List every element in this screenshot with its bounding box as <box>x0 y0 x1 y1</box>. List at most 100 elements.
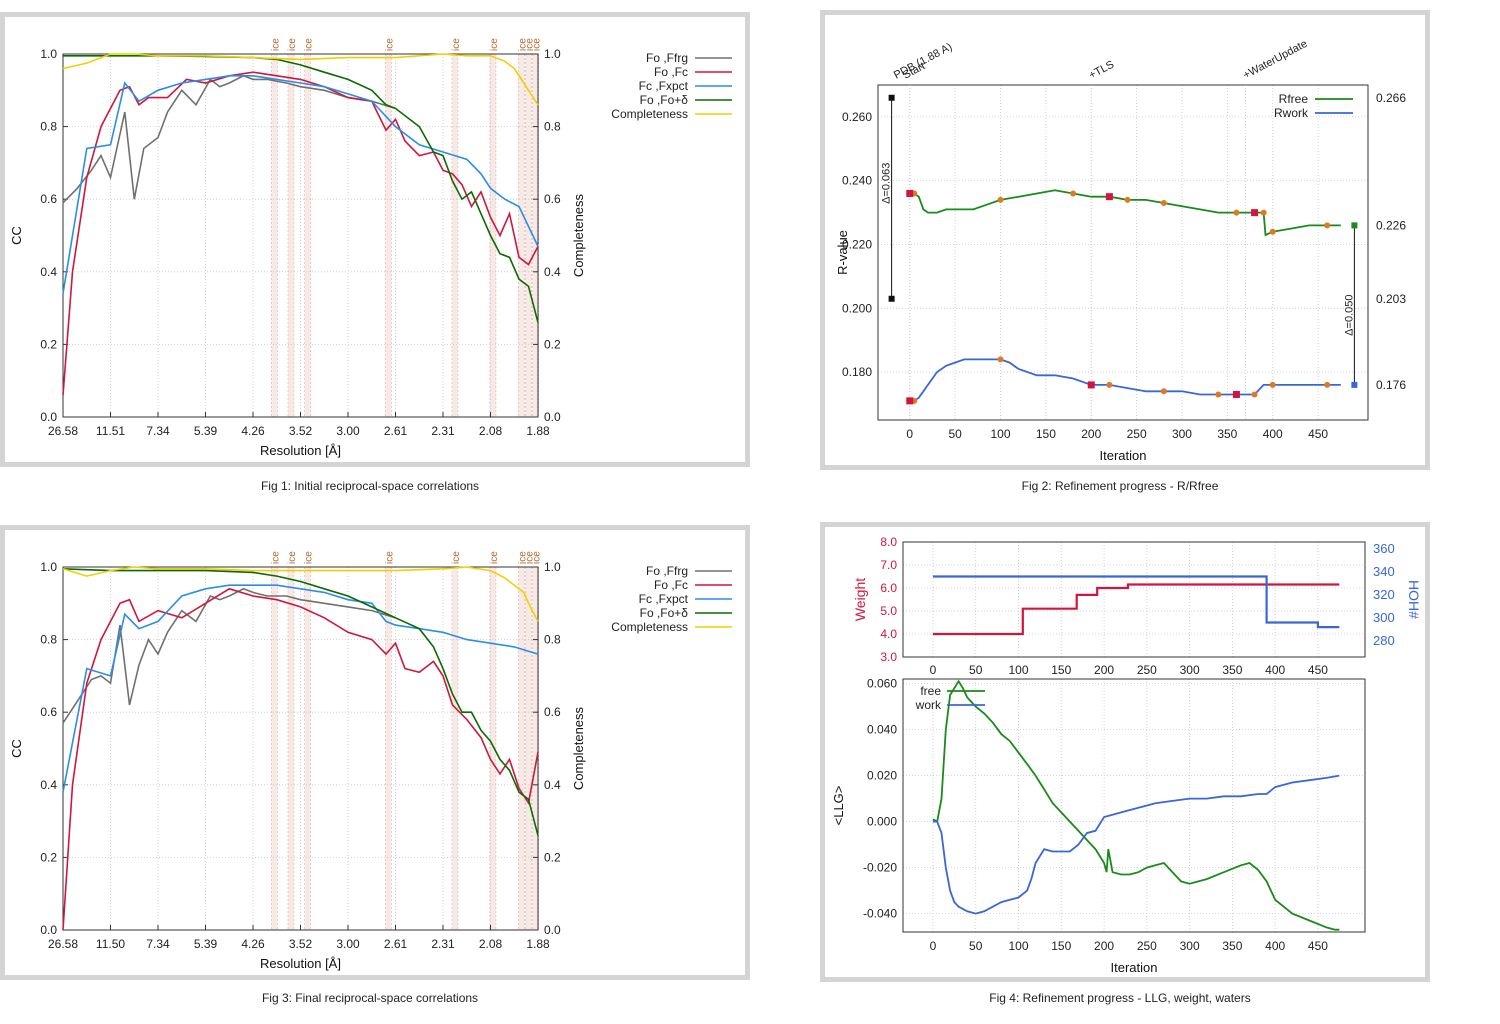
ice-label: ice <box>517 38 528 51</box>
y-tick-label: 0.040 <box>867 723 897 737</box>
x-tick-label: 7.34 <box>146 937 170 951</box>
ice-label: ice <box>451 551 462 564</box>
legend-label-completeness: Completeness <box>611 620 688 634</box>
fig4-caption: Fig 4: Refinement progress - LLG, weight… <box>989 991 1251 1005</box>
ice-band <box>271 54 278 417</box>
y-axis-label: <LLG> <box>831 786 846 826</box>
ice-label: ice <box>489 551 500 564</box>
ice-band <box>518 54 525 417</box>
marker <box>1351 381 1358 388</box>
series-fo_ffrg <box>62 587 396 724</box>
y-tick-label: 0.4 <box>40 778 57 792</box>
y-tick-label: 1.0 <box>40 47 57 61</box>
marker <box>1251 209 1259 217</box>
y2-tick-label: 0.176 <box>1376 378 1406 392</box>
ice-band <box>518 567 525 930</box>
y-tick-label: 0.000 <box>867 815 897 829</box>
x-tick-label: 450 <box>1308 427 1328 441</box>
fig2-chart: 0 50 100 150 200 250 300 350 400 450 0.180 0.200 0.2… <box>835 38 1406 463</box>
ice-label: ice <box>287 38 298 51</box>
series-completeness <box>62 566 539 622</box>
series-llg_work <box>932 774 1340 915</box>
legend-label-rfree: Rfree <box>1279 92 1309 106</box>
marker <box>1324 222 1331 229</box>
legend-label-fo_fo_d: Fo ,Fo+δ <box>640 93 689 107</box>
x-axis-label: Iteration <box>1111 960 1158 975</box>
legend-label-completeness: Completeness <box>611 107 688 121</box>
y2-tick-label: 300 <box>1373 610 1395 625</box>
y2-tick-label: 0.0 <box>544 410 561 424</box>
x-tick-label: 150 <box>1051 663 1071 677</box>
y-tick-label: 0.060 <box>867 677 897 691</box>
plot-frame <box>877 84 1369 421</box>
fig4-panel: 0 50 100 150 200 250 300 350 400 450 3.0 4.0 5.0 6.0 7… <box>820 522 1430 982</box>
marker <box>1324 381 1331 388</box>
x-tick-label: 4.26 <box>241 424 265 438</box>
y-tick-label: 5.0 <box>880 604 897 618</box>
x-tick-label: 350 <box>1222 663 1242 677</box>
marker <box>906 189 914 197</box>
marker <box>1087 381 1095 389</box>
ice-label: ice <box>517 551 528 564</box>
marker <box>1260 209 1267 216</box>
y-tick-label: 0.260 <box>842 110 872 124</box>
ice-band <box>385 54 392 417</box>
marker <box>1160 388 1167 395</box>
fig2-panel: 0 50 100 150 200 250 300 350 400 450 0.180 0.200 0.2… <box>820 10 1430 470</box>
ice-band <box>304 567 311 930</box>
y2-tick-label: 340 <box>1373 564 1395 579</box>
y2-tick-label: 0.6 <box>544 192 561 206</box>
y-tick-label: 0.4 <box>40 265 57 279</box>
ice-label: ice <box>489 38 500 51</box>
ice-label: ice <box>384 551 395 564</box>
x-tick-label: 200 <box>1094 939 1114 953</box>
marker <box>1070 190 1077 197</box>
y-tick-label: 0.6 <box>40 192 57 206</box>
x-tick-label: 1.88 <box>526 424 550 438</box>
fig4-chart: 0 50 100 150 200 250 300 350 400 450 3.0 4.0 5.0 6.0 7… <box>831 535 1422 975</box>
y2-tick-label: 0.0 <box>544 923 561 937</box>
x-tick-label: 11.50 <box>96 937 125 951</box>
plot-frame-top <box>902 541 1366 658</box>
legend-label-llg_free: free <box>920 684 941 698</box>
ice-band <box>385 567 392 930</box>
marker <box>1105 193 1113 201</box>
marker <box>1269 381 1276 388</box>
legend-label-fo_fc: Fo ,Fc <box>654 65 688 79</box>
y-tick-label: 0.220 <box>842 238 872 252</box>
marker <box>888 94 895 101</box>
y-tick-label: 0.180 <box>842 365 872 379</box>
fig2-caption: Fig 2: Refinement progress - R/Rfree <box>1021 479 1219 493</box>
x-tick-label: 400 <box>1265 663 1285 677</box>
delta-right-label: Δ=0.050 <box>1343 294 1355 335</box>
y-tick-label: 8.0 <box>880 535 897 549</box>
legend-label-fo_ffrg: Fo ,Ffrg <box>646 564 688 578</box>
x-tick-label: 2.08 <box>479 937 503 951</box>
x-tick-label: 150 <box>1051 939 1071 953</box>
ice-label: ice <box>525 38 536 51</box>
y-axis-label: R-value <box>835 230 850 275</box>
marker <box>1124 196 1131 203</box>
ice-band <box>288 567 294 930</box>
plot-frame-bottom <box>902 678 1366 933</box>
ice-band <box>451 567 458 930</box>
marker <box>1233 209 1240 216</box>
series-rwork <box>909 358 1341 402</box>
x-tick-label: 400 <box>1265 939 1285 953</box>
y2-tick-label: 0.8 <box>544 633 561 647</box>
fig3-caption: Fig 3: Final reciprocal-space correlatio… <box>261 991 479 1005</box>
marker <box>1351 222 1358 229</box>
x-tick-label: 250 <box>1137 939 1157 953</box>
x-tick-label: 450 <box>1308 939 1328 953</box>
y-tick-label: 7.0 <box>880 558 897 572</box>
ice-label: ice <box>451 38 462 51</box>
series-fc_fxpct <box>62 584 539 793</box>
y2-tick-label: 320 <box>1373 587 1395 602</box>
top-annotation: +WaterUpdate <box>1241 38 1309 82</box>
x-tick-label: 2.61 <box>384 424 408 438</box>
top-annotation: +TLS <box>1087 59 1116 82</box>
x-tick-label: 3.52 <box>289 424 313 438</box>
plot-frame <box>62 566 539 931</box>
